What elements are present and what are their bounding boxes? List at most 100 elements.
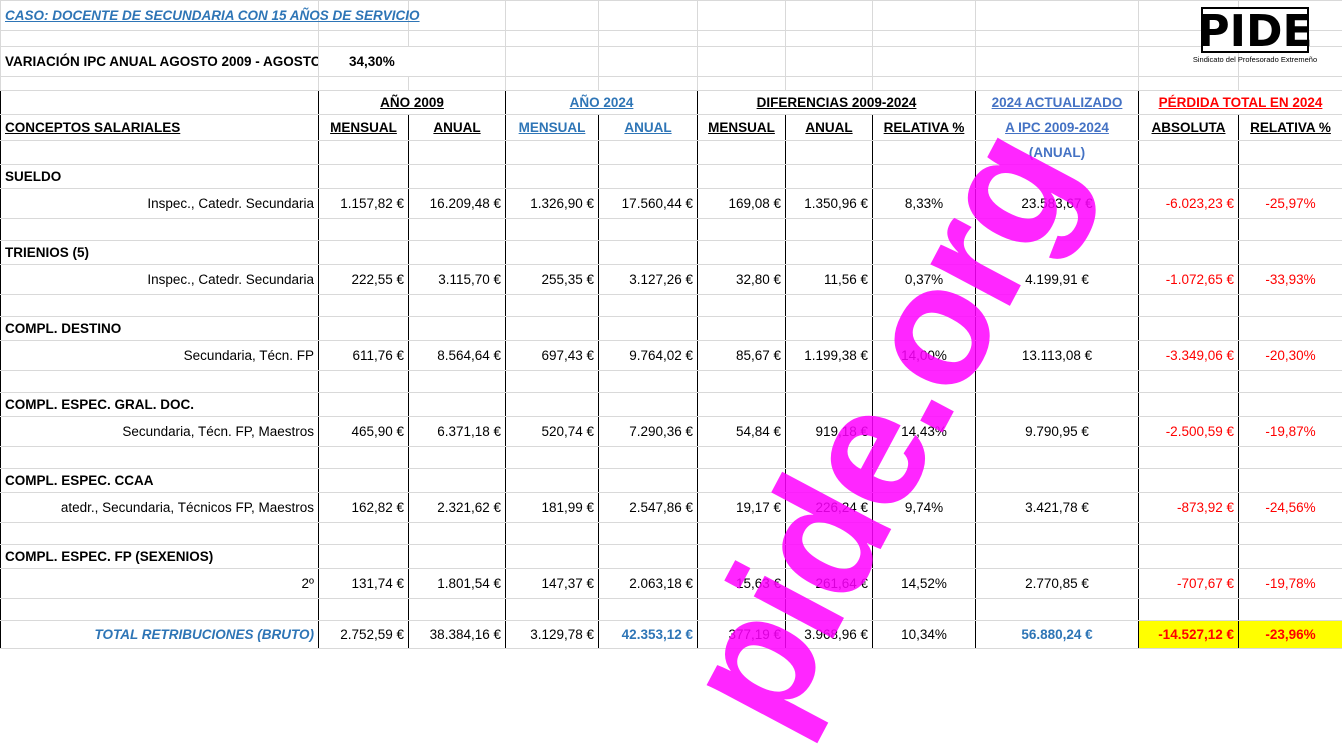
cell [599,31,698,47]
cell [319,241,409,265]
cell: 14,00% [873,341,976,371]
cell [1239,141,1342,165]
cell [506,469,599,493]
row [1,523,1342,545]
cell [786,77,873,91]
cell [319,165,409,189]
cell [873,141,976,165]
cell: 2.752,59 € [319,621,409,649]
cell: 19,17 € [698,493,786,523]
cell [409,447,506,469]
cell: AÑO 2009 [319,91,506,115]
cell [409,469,506,493]
cell [1139,523,1239,545]
cell [873,1,976,31]
cell: Secundaria, Técn. FP, Maestros [1,417,319,447]
cell: 1.157,82 € [319,189,409,219]
cell [409,141,506,165]
cell [1139,469,1239,493]
cell [319,317,409,341]
cell [599,523,698,545]
cell [976,1,1139,31]
cell [409,31,506,47]
cell [1139,165,1239,189]
cell: 4.199,91 € [976,265,1139,295]
cell [599,371,698,393]
cell [1,295,319,317]
cell [698,447,786,469]
cell [1239,523,1342,545]
cell: -6.023,23 € [1139,189,1239,219]
cell [698,523,786,545]
cell [786,393,873,417]
cell [976,523,1139,545]
cell [409,219,506,241]
cell: 162,82 € [319,493,409,523]
cell: 14,43% [873,417,976,447]
cell [506,47,599,77]
cell: RELATIVA % [873,115,976,141]
cell [873,47,976,77]
cell: CASO: DOCENTE DE SECUNDARIA CON 15 AÑOS … [1,1,319,31]
cell [506,219,599,241]
cell [409,77,506,91]
cell: -707,67 € [1139,569,1239,599]
cell [1239,545,1342,569]
cell: 11,56 € [786,265,873,295]
cell: ANUAL [786,115,873,141]
cell [976,165,1139,189]
cell [599,393,698,417]
cell: COMPL. ESPEC. GRAL. DOC. [1,393,319,417]
cell [786,523,873,545]
cell: -20,30% [1239,341,1342,371]
cell [873,317,976,341]
cell [319,371,409,393]
cell: MENSUAL [319,115,409,141]
cell [786,31,873,47]
row: CASO: DOCENTE DE SECUNDARIA CON 15 AÑOS … [1,1,1342,31]
cell: MENSUAL [698,115,786,141]
cell [506,447,599,469]
cell [506,1,599,31]
cell: -19,87% [1239,417,1342,447]
cell [319,295,409,317]
cell [319,599,409,621]
cell [506,545,599,569]
cell [786,165,873,189]
cell [873,545,976,569]
cell [409,241,506,265]
cell [1139,295,1239,317]
cell [976,219,1139,241]
cell: 1.350,96 € [786,189,873,219]
cell: -2.500,59 € [1139,417,1239,447]
cell: 169,08 € [698,189,786,219]
cell: 3.421,78 € [976,493,1139,523]
cell [1139,599,1239,621]
cell [1,77,319,91]
cell: DIFERENCIAS 2009-2024 [698,91,976,115]
cell [698,469,786,493]
cell [319,469,409,493]
cell [1239,219,1342,241]
cell: -33,93% [1239,265,1342,295]
cell [506,141,599,165]
cell [599,141,698,165]
cell [976,599,1139,621]
cell: -14.527,12 € [1139,621,1239,649]
cell: 8,33% [873,189,976,219]
cell [506,523,599,545]
cell: 377,19 € [698,621,786,649]
row: SUELDO [1,165,1342,189]
cell [1239,317,1342,341]
cell [1239,447,1342,469]
cell [599,241,698,265]
cell [319,393,409,417]
cell [698,219,786,241]
cell [976,295,1139,317]
cell: SUELDO [1,165,319,189]
cell [319,447,409,469]
row: COMPL. ESPEC. CCAA [1,469,1342,493]
